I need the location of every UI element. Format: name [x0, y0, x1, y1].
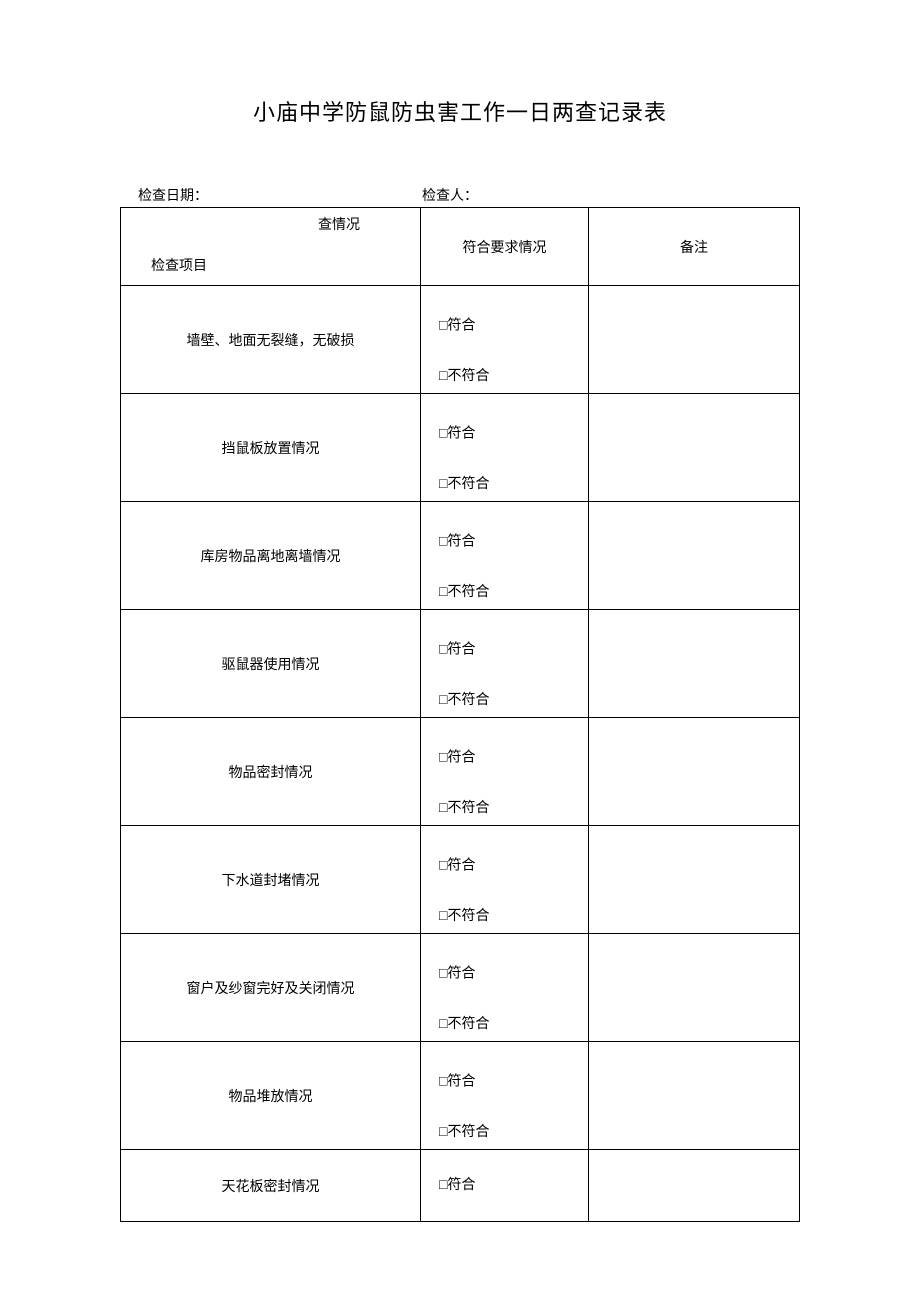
note-cell — [589, 394, 800, 502]
not-conform-checkbox[interactable]: □不符合 — [439, 475, 489, 495]
meta-row: 检查日期： 检查人： — [120, 185, 800, 205]
table-row: 下水道封堵情况 □符合 □不符合 — [121, 826, 800, 934]
note-cell — [589, 934, 800, 1042]
inspection-item: 墙壁、地面无裂缝，无破损 — [121, 286, 421, 394]
not-conform-checkbox[interactable]: □不符合 — [439, 1123, 489, 1143]
not-conform-checkbox[interactable]: □不符合 — [439, 691, 489, 711]
conform-checkbox[interactable]: □符合 — [439, 856, 475, 876]
note-cell — [589, 286, 800, 394]
header-diag-top: 查情况 — [318, 214, 360, 234]
inspection-item: 挡鼠板放置情况 — [121, 394, 421, 502]
inspection-item: 天花板密封情况 — [121, 1150, 421, 1222]
conform-checkbox[interactable]: □符合 — [439, 316, 475, 336]
note-cell — [589, 502, 800, 610]
inspection-table: 查情况 检查项目 符合要求情况 备注 墙壁、地面无裂缝，无破损□符合□不符合挡鼠… — [120, 207, 800, 1222]
table-row: 物品堆放情况 □符合 □不符合 — [121, 1042, 800, 1150]
status-cell: □符合 □不符合 — [421, 286, 589, 394]
header-diag-bottom: 检查项目 — [151, 255, 207, 275]
table-row: 天花板密封情况 □符合 — [121, 1150, 800, 1222]
status-cell: □符合 □不符合 — [421, 502, 589, 610]
header-note: 备注 — [589, 208, 800, 286]
inspection-item: 物品密封情况 — [121, 718, 421, 826]
status-cell: □符合 □不符合 — [421, 934, 589, 1042]
status-cell: □符合 □不符合 — [421, 394, 589, 502]
table-row: 挡鼠板放置情况 □符合 □不符合 — [121, 394, 800, 502]
status-cell: □符合 □不符合 — [421, 718, 589, 826]
note-cell — [589, 1042, 800, 1150]
note-cell — [589, 718, 800, 826]
not-conform-checkbox[interactable]: □不符合 — [439, 799, 489, 819]
note-cell — [589, 826, 800, 934]
conform-checkbox[interactable]: □符合 — [439, 640, 475, 660]
conform-checkbox[interactable]: □符合 — [439, 424, 475, 444]
not-conform-checkbox[interactable]: □不符合 — [439, 907, 489, 927]
inspection-item: 库房物品离地离墙情况 — [121, 502, 421, 610]
table-row: 墙壁、地面无裂缝，无破损 □符合 □不符合 — [121, 286, 800, 394]
status-cell: □符合 □不符合 — [421, 1042, 589, 1150]
not-conform-checkbox[interactable]: □不符合 — [439, 1015, 489, 1035]
inspection-item: 下水道封堵情况 — [121, 826, 421, 934]
not-conform-checkbox[interactable]: □不符合 — [439, 367, 489, 387]
inspection-item: 驱鼠器使用情况 — [121, 610, 421, 718]
conform-checkbox[interactable]: □符合 — [439, 1072, 475, 1092]
inspection-item: 窗户及纱窗完好及关闭情况 — [121, 934, 421, 1042]
inspector-label: 检查人： — [422, 185, 800, 205]
note-cell — [589, 610, 800, 718]
page-title: 小庙中学防鼠防虫害工作一日两查记录表 — [120, 95, 800, 127]
header-diagonal-cell: 查情况 检查项目 — [121, 208, 421, 286]
conform-checkbox[interactable]: □符合 — [439, 964, 475, 984]
table-header-row: 查情况 检查项目 符合要求情况 备注 — [121, 208, 800, 286]
table-row: 物品密封情况 □符合 □不符合 — [121, 718, 800, 826]
inspection-item: 物品堆放情况 — [121, 1042, 421, 1150]
conform-checkbox[interactable]: □符合 — [439, 748, 475, 768]
conform-checkbox[interactable]: □符合 — [439, 1176, 475, 1196]
inspection-date-label: 检查日期： — [138, 185, 422, 205]
conform-checkbox[interactable]: □符合 — [439, 532, 475, 552]
status-cell: □符合 □不符合 — [421, 826, 589, 934]
table-row: 库房物品离地离墙情况 □符合 □不符合 — [121, 502, 800, 610]
status-cell: □符合 □不符合 — [421, 610, 589, 718]
not-conform-checkbox[interactable]: □不符合 — [439, 583, 489, 603]
status-cell: □符合 — [421, 1150, 589, 1222]
note-cell — [589, 1150, 800, 1222]
header-status: 符合要求情况 — [421, 208, 589, 286]
table-row: 驱鼠器使用情况 □符合 □不符合 — [121, 610, 800, 718]
table-row: 窗户及纱窗完好及关闭情况 □符合 □不符合 — [121, 934, 800, 1042]
